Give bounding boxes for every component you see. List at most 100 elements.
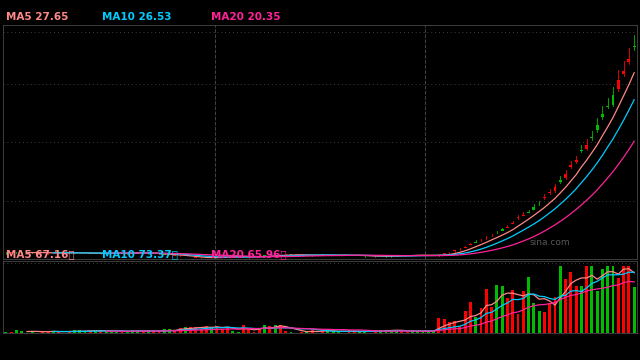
Bar (596, 291, 598, 333)
Bar (321, 330, 324, 333)
Bar (570, 272, 572, 333)
Bar (548, 192, 551, 193)
Bar (591, 266, 593, 333)
Bar (289, 332, 292, 333)
Bar (115, 332, 118, 333)
Bar (585, 266, 588, 333)
Bar (337, 332, 340, 333)
Bar (110, 330, 113, 333)
Text: MA5 27.65: MA5 27.65 (6, 12, 68, 22)
Bar (10, 252, 13, 253)
Bar (474, 242, 477, 243)
Bar (395, 331, 398, 333)
Text: MA20 65.96万: MA20 65.96万 (211, 249, 287, 259)
Bar (570, 165, 572, 167)
Bar (52, 331, 55, 333)
Bar (94, 330, 97, 333)
Bar (263, 255, 266, 256)
Bar (612, 95, 614, 105)
Bar (585, 145, 588, 149)
Bar (237, 332, 239, 333)
Bar (242, 325, 245, 333)
Bar (4, 332, 7, 333)
Bar (612, 266, 614, 333)
Bar (522, 291, 525, 333)
Bar (406, 332, 408, 333)
Bar (532, 207, 535, 210)
Bar (527, 276, 530, 333)
Bar (437, 318, 440, 333)
Bar (385, 330, 387, 333)
Bar (211, 328, 213, 333)
Bar (559, 180, 562, 182)
Bar (543, 312, 546, 333)
Bar (464, 311, 467, 333)
Bar (258, 328, 260, 333)
Bar (580, 286, 583, 333)
Bar (554, 297, 556, 333)
Bar (147, 330, 150, 333)
Bar (348, 330, 351, 333)
Bar (601, 269, 604, 333)
Bar (469, 244, 472, 245)
Bar (136, 330, 140, 333)
Bar (532, 303, 535, 333)
Bar (305, 255, 308, 256)
Bar (633, 46, 636, 48)
Bar (427, 330, 429, 333)
Bar (500, 229, 504, 231)
Bar (559, 266, 562, 333)
Bar (42, 332, 44, 333)
Bar (500, 287, 504, 333)
Bar (337, 255, 340, 256)
Bar (195, 257, 197, 258)
Bar (516, 314, 520, 333)
Bar (490, 307, 493, 333)
Bar (353, 255, 356, 256)
Bar (591, 137, 593, 138)
Bar (57, 252, 60, 253)
Bar (364, 332, 366, 333)
Bar (506, 227, 509, 228)
Bar (464, 247, 467, 248)
Bar (348, 255, 351, 256)
Bar (332, 330, 335, 333)
Bar (617, 80, 620, 89)
Bar (453, 321, 456, 333)
Bar (622, 266, 625, 333)
Bar (141, 331, 145, 333)
Bar (443, 319, 445, 333)
Bar (274, 325, 276, 333)
Bar (380, 330, 382, 333)
Bar (221, 329, 224, 333)
Bar (554, 188, 556, 192)
Bar (189, 328, 192, 333)
Bar (268, 327, 271, 333)
Bar (538, 311, 541, 333)
Bar (42, 252, 44, 253)
Bar (179, 328, 182, 333)
Bar (485, 289, 488, 333)
Bar (10, 332, 13, 333)
Bar (216, 325, 218, 333)
Bar (89, 331, 92, 333)
Bar (627, 59, 630, 62)
Bar (575, 161, 577, 162)
Bar (120, 332, 124, 333)
Bar (263, 325, 266, 333)
Bar (15, 330, 18, 333)
Bar (453, 250, 456, 251)
Text: sina.com: sina.com (529, 238, 570, 247)
Bar (479, 308, 483, 333)
Bar (606, 106, 609, 107)
Bar (617, 278, 620, 333)
Bar (152, 332, 155, 333)
Bar (99, 330, 102, 333)
Bar (627, 266, 630, 333)
Bar (606, 266, 609, 333)
Bar (195, 327, 197, 333)
Bar (284, 331, 287, 333)
Bar (300, 332, 303, 333)
Bar (516, 217, 520, 219)
Bar (26, 252, 28, 253)
